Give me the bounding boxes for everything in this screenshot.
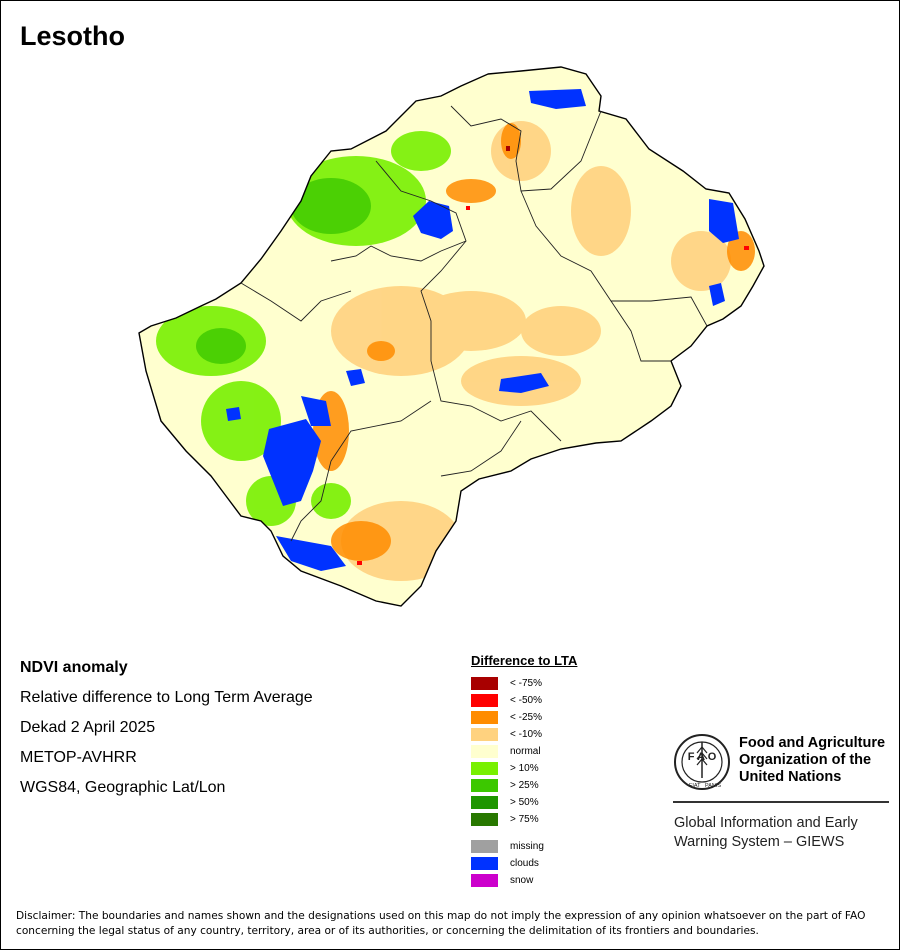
legend-label: < -10%	[510, 729, 542, 740]
svg-text:PANIS: PANIS	[705, 783, 721, 789]
legend-swatch	[471, 857, 498, 870]
legend-item: < -10%	[471, 726, 577, 743]
sensor-label: METOP-AVHRR	[20, 749, 137, 766]
legend-item: missing	[471, 838, 577, 855]
legend-label: < -25%	[510, 712, 542, 723]
projection-label: WGS84, Geographic Lat/Lon	[20, 779, 226, 796]
svg-text:FIAT: FIAT	[689, 783, 701, 789]
logo-divider	[673, 801, 889, 803]
legend-item: > 10%	[471, 760, 577, 777]
map-title: Lesotho	[20, 21, 125, 51]
legend-swatch	[471, 728, 498, 741]
country-boundary	[138, 66, 765, 607]
legend-item: > 75%	[471, 811, 577, 828]
legend-swatch	[471, 796, 498, 809]
legend-item: < -25%	[471, 709, 577, 726]
map-info: NDVI anomaly Relative difference to Long…	[20, 657, 313, 807]
legend-label: clouds	[510, 858, 539, 869]
org-name: Food and Agriculture Organization of the…	[739, 735, 886, 785]
legend-label: snow	[510, 875, 534, 886]
legend-item: > 25%	[471, 777, 577, 794]
legend-item: < -50%	[471, 692, 577, 709]
legend-classes: < -75% < -50% < -25% < -10% normal > 10% > 25%…	[471, 675, 577, 828]
legend-title: Difference to LTA	[471, 653, 578, 668]
legend-swatch	[471, 779, 498, 792]
legend-label: > 75%	[510, 814, 539, 825]
disclaimer: Disclaimer: The boundaries and names sho…	[16, 910, 866, 937]
legend: Difference to LTA < -75% < -50% < -25% < -1…	[471, 653, 577, 889]
legend-label: > 10%	[510, 763, 539, 774]
legend-item: > 50%	[471, 794, 577, 811]
legend-swatch	[471, 677, 498, 690]
fao-emblem-icon: F A O FIAT PANIS	[674, 734, 730, 790]
legend-swatch	[471, 745, 498, 758]
product-description: Relative difference to Long Term Average	[20, 689, 313, 706]
legend-label: normal	[510, 746, 541, 757]
legend-item: snow	[471, 872, 577, 889]
legend-swatch	[471, 840, 498, 853]
period-label: Dekad 2 April 2025	[20, 719, 156, 736]
legend-label: < -75%	[510, 678, 542, 689]
legend-swatch	[471, 711, 498, 724]
legend-item: clouds	[471, 855, 577, 872]
legend-swatch	[471, 874, 498, 887]
anomaly-surface	[139, 67, 764, 606]
district-boundaries	[240, 105, 708, 542]
legend-label: > 50%	[510, 797, 539, 808]
legend-extra: missing clouds snow	[471, 838, 577, 889]
giews-name: Global Information and Early Warning Sys…	[674, 815, 858, 850]
legend-item: normal	[471, 743, 577, 760]
ndvi-anomaly-map	[138, 66, 765, 607]
legend-swatch	[471, 813, 498, 826]
legend-swatch	[471, 694, 498, 707]
legend-swatch	[471, 762, 498, 775]
legend-item: < -75%	[471, 675, 577, 692]
legend-label: missing	[510, 841, 544, 852]
legend-label: > 25%	[510, 780, 539, 791]
legend-label: < -50%	[510, 695, 542, 706]
product-name: NDVI anomaly	[20, 659, 128, 676]
